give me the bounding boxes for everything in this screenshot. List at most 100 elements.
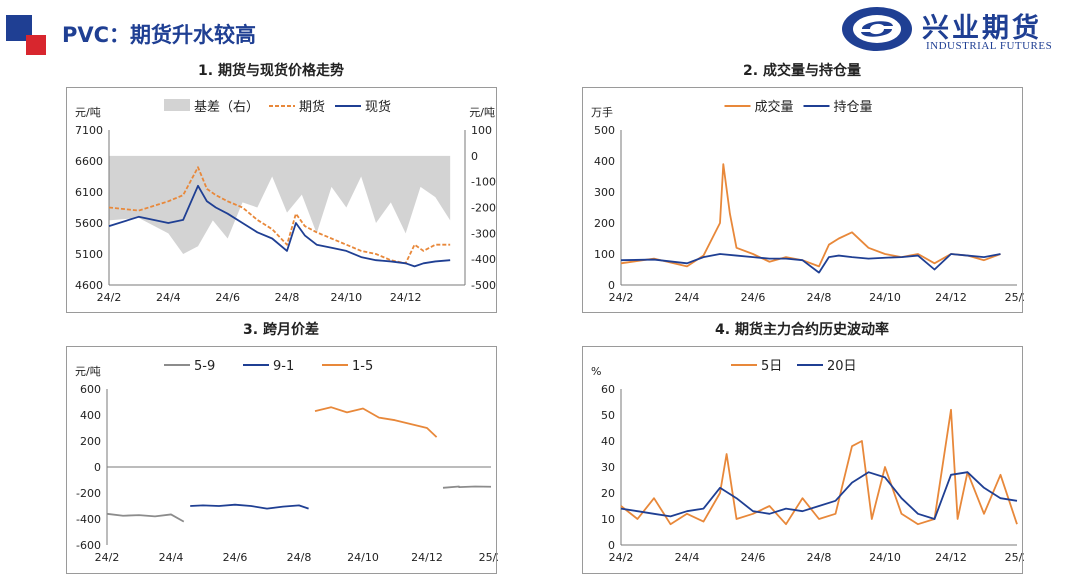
series-line-1 [442,485,492,489]
x-tick-label: 24/10 [347,551,379,564]
brand-name-en: INDUSTRIAL FUTURES [926,40,1053,52]
x-tick-label: 24/2 [609,291,634,304]
x-tick-label: 24/6 [223,551,248,564]
y2-tick-label: -500 [471,279,496,292]
x-tick-label: 25/2 [1005,291,1024,304]
x-tick-label: 24/8 [287,551,312,564]
chart3-title: 3. 跨月价差 [243,322,319,338]
series-line-2 [620,471,1018,520]
chart2-ylabel: 万手 [591,105,613,119]
x-tick-label: 25/2 [479,551,498,564]
x-tick-label: 24/10 [330,291,362,304]
chart4-svg: % 0 10 20 30 40 50 60 24/2 24/4 24/6 24/8 24/10 24/12… [591,359,1024,564]
corner-logo-squares [6,15,48,55]
red-square-icon [26,35,46,55]
chart3-ylabel: 元/吨 [75,365,101,378]
y-tick-label: 400 [594,155,615,168]
y-tick-label: 6100 [75,186,103,199]
legend-label: 持仓量 [834,100,873,115]
y-tick-label: 300 [594,186,615,199]
x-tick-label: 24/4 [675,551,700,564]
legend-label: 20日 [827,359,857,374]
y-tick-label: 5600 [75,217,103,230]
y-tick-label: 40 [601,435,615,448]
series-area-basis [109,155,451,254]
series-line-2 [190,503,309,510]
y-tick-label: 600 [80,383,101,396]
chart4-panel: % 0 10 20 30 40 50 60 24/2 24/4 24/6 24/8 24/10 24/12… [582,346,1024,574]
brand-name-cn: 兴业期货 [922,13,1042,44]
y-tick-label: 50 [601,409,615,422]
chart1-y2label: 元/吨 [469,106,495,119]
x-tick-label: 24/12 [935,291,967,304]
chart2-panel: 万手 0 100 200 300 400 500 24/2 24/4 24/6 24/8 24/10 2… [582,87,1024,313]
x-tick-label: 24/4 [159,551,184,564]
y-tick-label: 5100 [75,248,103,261]
x-tick-label: 24/8 [807,551,832,564]
brand-emblem-icon [842,7,912,51]
y-tick-label: 6600 [75,155,103,168]
chart4-ylabel: % [591,365,601,378]
x-tick-label: 24/10 [869,551,901,564]
chart1-ylabel: 元/吨 [75,106,101,119]
y-tick-label: 200 [80,435,101,448]
chart3-svg: 元/吨 -600 -400 -200 0 200 400 600 24/2 24/4 24/6 24/… [75,359,498,564]
y-tick-label: -600 [76,539,101,552]
legend-label: 9-1 [273,359,294,374]
legend-label: 成交量 [755,99,794,115]
x-tick-label: 24/10 [869,291,901,304]
legend-swatch [164,99,190,111]
x-tick-label: 24/12 [935,551,967,564]
x-tick-label: 24/8 [807,291,832,304]
chart1-panel: 元/吨 元/吨 4600 5100 5600 6100 6600 7100 -500 -400 -3… [66,87,497,313]
x-tick-label: 25/2 [1005,551,1024,564]
x-tick-label: 24/2 [95,551,120,564]
y-tick-label: 200 [594,217,615,230]
x-tick-label: 24/8 [275,291,300,304]
chart1-svg: 元/吨 元/吨 4600 5100 5600 6100 6600 7100 -500 -400 -3… [75,99,496,304]
series-line-1 [106,512,185,523]
y-tick-label: 100 [594,248,615,261]
y-tick-label: 500 [594,124,615,137]
y-tick-label: 4600 [75,279,103,292]
y-tick-label: 7100 [75,124,103,137]
x-tick-label: 24/12 [411,551,443,564]
legend-label: 基差（右） [194,100,259,115]
legend-label: 现货 [365,99,391,115]
x-tick-label: 24/4 [156,291,181,304]
series-line-1 [620,163,1001,268]
brand-logo: 兴业期货 INDUSTRIAL FUTURES [840,4,1075,54]
y2-tick-label: -400 [471,253,496,266]
legend-label: 期货 [299,99,325,115]
x-tick-label: 24/6 [741,551,766,564]
chart3-panel: 元/吨 -600 -400 -200 0 200 400 600 24/2 24/4 24/6 24/… [66,346,498,574]
x-tick-label: 24/4 [675,291,700,304]
y-tick-label: 0 [94,461,101,474]
series-line-1 [620,408,1018,526]
legend-label: 5-9 [194,359,215,374]
y2-tick-label: 0 [471,150,478,163]
y-tick-label: 0 [608,279,615,292]
y2-tick-label: -300 [471,227,496,240]
x-tick-label: 24/12 [390,291,422,304]
chart4-title: 4. 期货主力合约历史波动率 [715,322,889,338]
chart2-svg: 万手 0 100 200 300 400 500 24/2 24/4 24/6 24/8 24/10 2… [591,99,1024,304]
y-tick-label: -400 [76,513,101,526]
x-tick-label: 24/6 [741,291,766,304]
series-line-3 [314,406,438,438]
series-line-2 [620,253,1001,274]
y2-tick-label: -200 [471,202,496,215]
x-tick-label: 24/6 [215,291,240,304]
x-tick-label: 24/2 [97,291,122,304]
y2-tick-label: 100 [471,124,492,137]
series-line-3 [108,184,451,268]
legend-label: 5日 [761,359,782,374]
chart2-title: 2. 成交量与持仓量 [743,63,861,79]
y-tick-label: 10 [601,513,615,526]
legend-label: 1-5 [352,359,373,374]
y-tick-label: 30 [601,461,615,474]
y2-tick-label: -100 [471,176,496,189]
chart1-title: 1. 期货与现货价格走势 [198,63,344,79]
y-tick-label: 60 [601,383,615,396]
y-tick-label: 0 [608,539,615,552]
